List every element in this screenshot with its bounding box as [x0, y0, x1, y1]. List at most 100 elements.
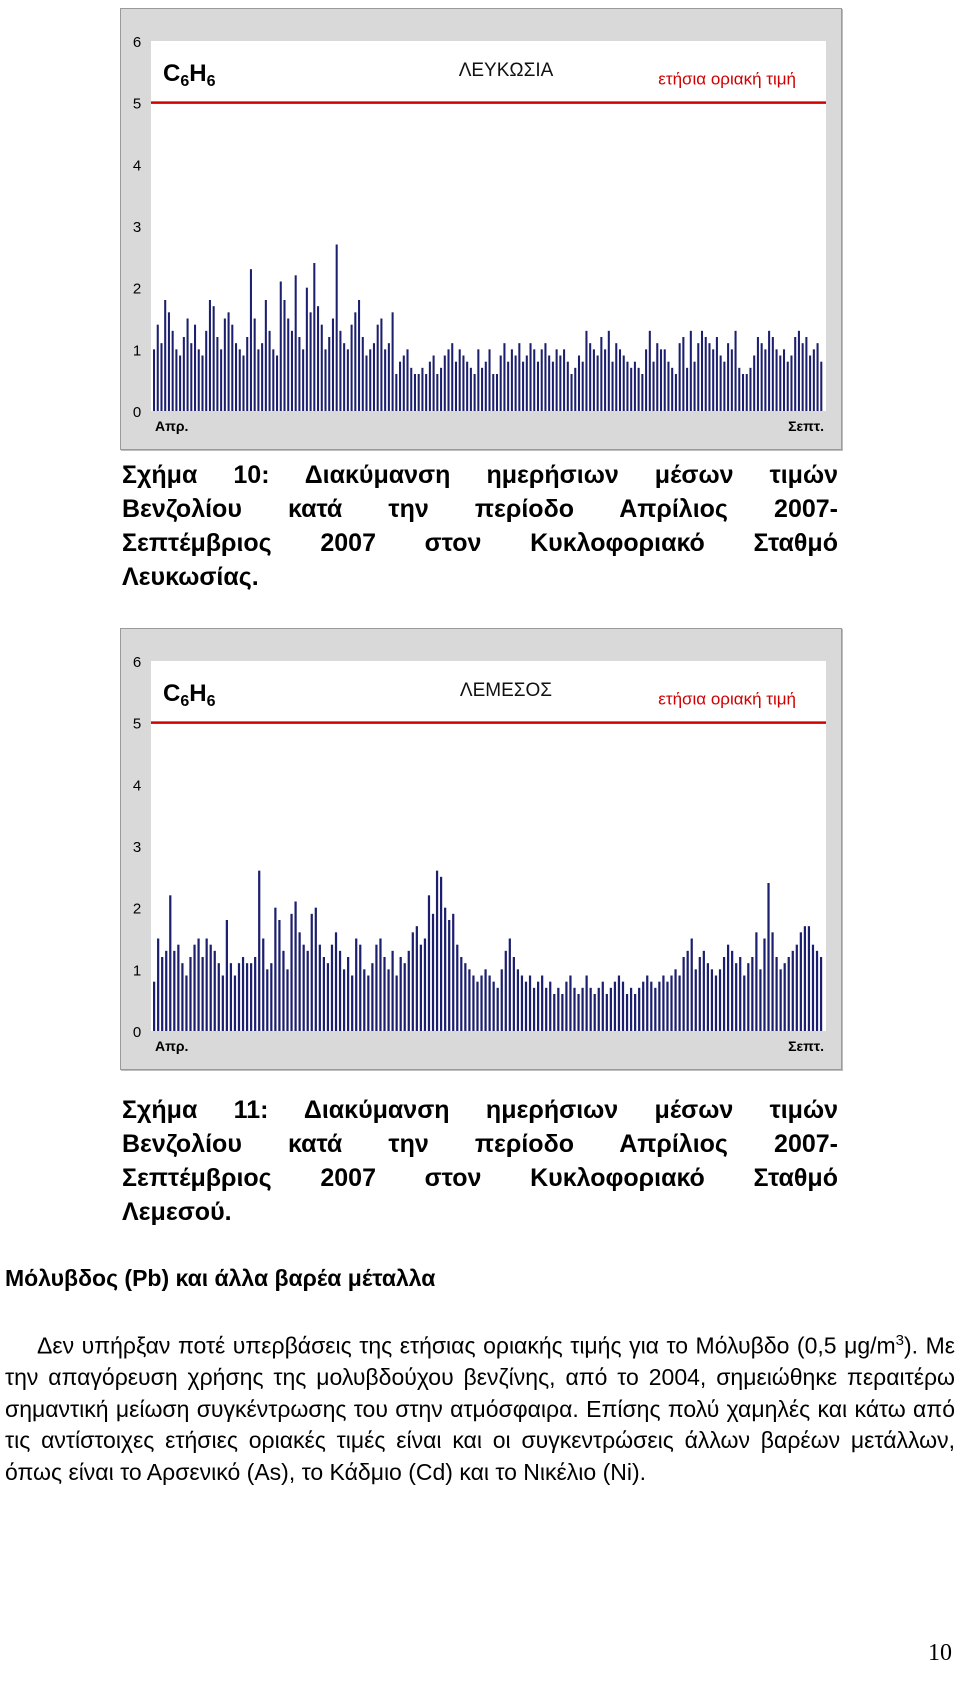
- chart-title: ΛΕΜΕΣΟΣ: [460, 680, 552, 701]
- data-bar: [167, 312, 170, 411]
- data-bar: [581, 361, 584, 411]
- data-bar: [589, 987, 592, 1031]
- data-bar: [257, 349, 260, 411]
- data-bar: [500, 969, 503, 1031]
- data-bar: [317, 306, 320, 411]
- data-bar: [596, 355, 599, 411]
- data-bar: [708, 343, 711, 411]
- data-bar: [339, 330, 342, 411]
- data-bar: [693, 361, 696, 411]
- data-bar: [559, 355, 562, 411]
- data-bar: [161, 957, 164, 1031]
- data-bar: [551, 361, 554, 411]
- data-bar: [642, 981, 645, 1031]
- data-bar: [496, 987, 499, 1031]
- data-bar: [569, 975, 572, 1031]
- formula-label: C6H6: [163, 680, 216, 710]
- data-bar: [779, 355, 782, 411]
- data-bar: [205, 938, 208, 1031]
- data-bar: [298, 932, 301, 1031]
- data-bar: [334, 932, 338, 1031]
- x-start-label: Απρ.: [155, 418, 188, 434]
- data-bar: [294, 901, 297, 1031]
- chart-limassol: 0 1 2 3 4 5 6 ετήσια οριακή τιμή ΛΕΜΕΣΟΣ C6H6 Απρ.…: [120, 628, 842, 1070]
- data-bar: [718, 969, 722, 1031]
- data-bar: [276, 355, 279, 411]
- data-bar: [779, 969, 782, 1031]
- data-bar: [563, 349, 566, 411]
- data-bar: [369, 349, 372, 411]
- data-bar: [611, 361, 614, 411]
- data-bar: [799, 932, 802, 1031]
- data-bar: [689, 330, 692, 411]
- data-bar: [805, 337, 808, 411]
- data-bar: [407, 950, 410, 1031]
- data-bar: [290, 330, 293, 411]
- data-bar: [212, 306, 215, 411]
- y-tick-label: 6: [133, 34, 141, 51]
- data-bar: [361, 337, 364, 411]
- data-bar: [238, 349, 241, 411]
- data-bar: [439, 876, 443, 1031]
- y-tick-label: 4: [133, 777, 141, 794]
- data-bar: [435, 870, 439, 1031]
- data-bar: [235, 343, 238, 411]
- data-bar: [156, 324, 159, 411]
- data-bar: [555, 349, 558, 411]
- data-bar: [272, 349, 275, 411]
- data-bar: [406, 349, 409, 411]
- data-bar: [193, 944, 196, 1031]
- data-bar: [428, 361, 431, 411]
- data-bar: [413, 374, 416, 411]
- caption-line: Σεπτέμβριος 2007 στον Κυκλοφοριακό Σταθμ…: [122, 1164, 838, 1192]
- data-bar: [715, 337, 718, 411]
- data-bar: [278, 920, 281, 1031]
- data-bar: [751, 957, 754, 1031]
- data-bar: [254, 957, 257, 1031]
- data-bar: [444, 907, 447, 1031]
- data-bar: [529, 343, 532, 411]
- data-bar: [410, 367, 413, 411]
- data-bar: [411, 932, 414, 1031]
- data-bar: [371, 963, 374, 1031]
- data-bar: [391, 950, 394, 1031]
- data-bar: [536, 361, 540, 411]
- data-bar: [723, 361, 726, 411]
- data-bar: [387, 343, 390, 411]
- data-bar: [797, 330, 800, 411]
- formula-letter: H: [189, 60, 206, 87]
- data-bar: [488, 349, 491, 411]
- x-end-label: Σεπτ.: [788, 418, 824, 434]
- data-bar: [553, 994, 556, 1031]
- data-bar: [241, 957, 245, 1031]
- data-bar: [335, 244, 338, 411]
- data-bar: [492, 981, 495, 1031]
- data-bar: [522, 361, 525, 411]
- data-bar: [250, 963, 253, 1031]
- data-bar: [302, 349, 305, 411]
- data-bar: [520, 975, 524, 1031]
- data-bar: [540, 349, 543, 411]
- caption-line: Λευκωσίας.: [122, 563, 259, 591]
- data-bar: [574, 367, 577, 411]
- data-bar: [171, 330, 174, 411]
- data-bar: [630, 367, 633, 411]
- data-bar: [432, 355, 435, 411]
- data-bar: [659, 349, 663, 411]
- data-bar: [190, 343, 193, 411]
- formula-letter: H: [189, 680, 206, 707]
- data-bar: [421, 367, 424, 411]
- data-bar: [819, 957, 823, 1031]
- data-bar: [548, 355, 551, 411]
- data-bar: [153, 349, 156, 411]
- data-bar: [565, 981, 568, 1031]
- x-start-label: Απρ.: [155, 1038, 188, 1054]
- data-bar: [726, 944, 730, 1031]
- paragraph-text: Δεν υπήρξαν ποτέ υπερβάσεις της ετήσιας …: [37, 1332, 896, 1359]
- data-bar: [242, 355, 245, 411]
- data-bar: [181, 963, 184, 1031]
- data-bar: [221, 975, 224, 1031]
- data-bar: [704, 337, 707, 411]
- data-bar: [607, 330, 610, 411]
